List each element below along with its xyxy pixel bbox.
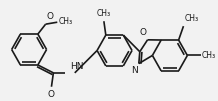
Text: CH₃: CH₃: [97, 9, 111, 18]
Text: O: O: [47, 12, 54, 21]
Text: CH₃: CH₃: [202, 51, 216, 60]
Text: CH₃: CH₃: [184, 14, 199, 23]
Text: HN: HN: [70, 62, 83, 71]
Text: N: N: [131, 66, 138, 75]
Text: O: O: [140, 28, 146, 37]
Text: O: O: [48, 90, 55, 99]
Text: CH₃: CH₃: [58, 17, 72, 26]
